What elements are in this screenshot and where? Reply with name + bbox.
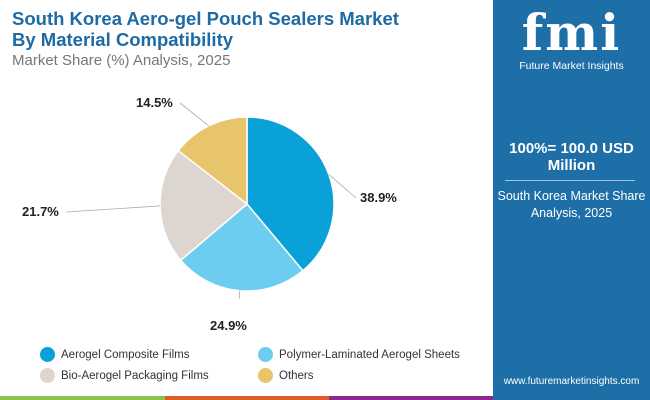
panel-description: South Korea Market Share Analysis, 2025 (497, 189, 646, 220)
title-line-2: By Material Compatibility (12, 29, 234, 50)
data-label-0: 38.9% (360, 190, 397, 205)
legend-swatch (258, 368, 273, 383)
chart-subtitle: Market Share (%) Analysis, 2025 (12, 52, 231, 69)
legend-item: Bio-Aerogel Packaging Films (40, 368, 209, 383)
legend-item: Aerogel Composite Films (40, 347, 189, 362)
legend-item: Others (258, 368, 314, 383)
legend-item: Polymer-Laminated Aerogel Sheets (258, 347, 460, 362)
legend-label: Polymer-Laminated Aerogel Sheets (279, 348, 460, 361)
legend-label: Aerogel Composite Films (61, 348, 190, 361)
brand-name: Future Market Insights (519, 60, 624, 72)
fmi-logo: fmi Future Market Insights (493, 3, 650, 73)
chart-title: South Korea Aero-gel Pouch Sealers Marke… (12, 8, 399, 50)
legend-swatch (40, 347, 55, 362)
legend-label: Others (279, 369, 314, 382)
data-label-3: 14.5% (136, 95, 173, 110)
data-label-1: 24.9% (210, 318, 247, 333)
leader-line-0 (328, 173, 357, 199)
footer-bar-green (0, 396, 165, 400)
legend-label: Bio-Aerogel Packaging Films (61, 369, 209, 382)
footer-bar-purple (329, 396, 493, 400)
pie-slice-3 (177, 116, 248, 206)
pie-chart (65, 102, 357, 299)
market-total: 100%= 100.0 USD Million (509, 140, 634, 174)
title-line-1: South Korea Aero-gel Pouch Sealers Marke… (12, 8, 399, 29)
legend-swatch (258, 347, 273, 362)
website-link[interactable]: www.futuremarketinsights.com (503, 376, 640, 387)
leader-line-2 (65, 205, 161, 213)
data-label-2: 21.7% (22, 204, 59, 219)
logo-mark: fmi (521, 3, 622, 62)
divider (505, 180, 635, 181)
info-panel: fmi Future Market Insights 100%= 100.0 U… (493, 0, 650, 400)
legend-swatch (40, 368, 55, 383)
leader-line-3 (179, 102, 209, 127)
footer-bar-orange (165, 396, 329, 400)
